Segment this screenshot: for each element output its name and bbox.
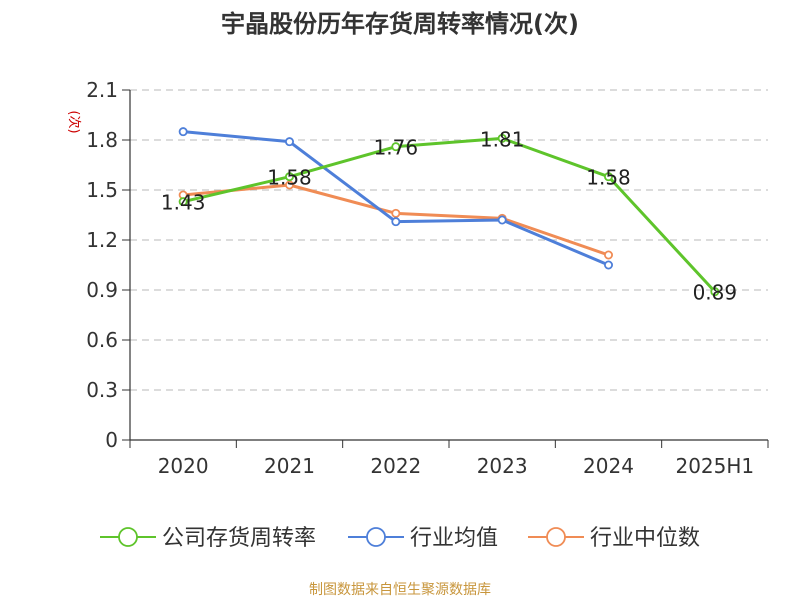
data-point (497, 215, 507, 225)
y-tick-label: 1.8 (86, 128, 118, 152)
data-point (604, 250, 614, 260)
y-tick-label: 1.2 (86, 228, 118, 252)
x-tick-label: 2021 (264, 454, 315, 478)
x-tick-label: 2025H1 (675, 454, 754, 478)
data-label: 0.89 (693, 281, 738, 305)
gridlines (130, 89, 768, 391)
data-point (497, 133, 507, 143)
data-point (604, 260, 614, 270)
y-tick-label: 0.9 (86, 278, 118, 302)
axes: 0 0.3 0.6 0.9 1.2 1.5 1.8 2.1 2020 2021 2022 2023 20… (86, 78, 769, 478)
legend-marker (366, 527, 386, 547)
x-tick-label: 2024 (583, 454, 634, 478)
data-label: 1.43 (161, 191, 206, 215)
source-footer: 制图数据来自恒生聚源数据库 (309, 582, 491, 598)
data-point (391, 217, 401, 227)
legend-marker (118, 527, 138, 547)
chart-title: 宇晶股份历年存货周转率情况(次) (221, 10, 579, 38)
data-point (284, 180, 294, 190)
y-tick-label: 0.3 (86, 378, 118, 402)
data-label: 1.58 (267, 166, 312, 190)
legend-label: 行业中位数 (590, 526, 700, 551)
series-line-1 (182, 136, 716, 293)
y-tick-label: 0.6 (86, 328, 118, 352)
data-point (178, 197, 188, 207)
data-point (710, 287, 720, 297)
legend: 公司存货周转率 行业均值 行业中位数 (100, 526, 700, 551)
y-axis-label: (次) (66, 110, 82, 133)
data-point (604, 172, 614, 182)
data-label: 1.76 (374, 136, 419, 160)
y-tick-label: 0 (105, 428, 118, 452)
data-labels: 1.43 1.58 1.76 1.81 1.58 0.89 (161, 127, 737, 304)
data-point (391, 208, 401, 218)
data-point (284, 137, 294, 147)
y-tick-label: 2.1 (86, 78, 118, 102)
x-tick-label: 2022 (370, 454, 421, 478)
x-tick-label: 2020 (158, 454, 209, 478)
legend-label: 公司存货周转率 (162, 526, 316, 551)
series-lines (178, 127, 720, 297)
x-tick-label: 2023 (477, 454, 528, 478)
data-point (391, 142, 401, 152)
legend-label: 行业均值 (410, 526, 498, 551)
y-tick-label: 1.5 (86, 178, 118, 202)
data-point (284, 172, 294, 182)
legend-marker (546, 527, 566, 547)
data-label: 1.81 (480, 127, 525, 151)
data-point (178, 127, 188, 137)
data-label: 1.58 (586, 166, 631, 190)
